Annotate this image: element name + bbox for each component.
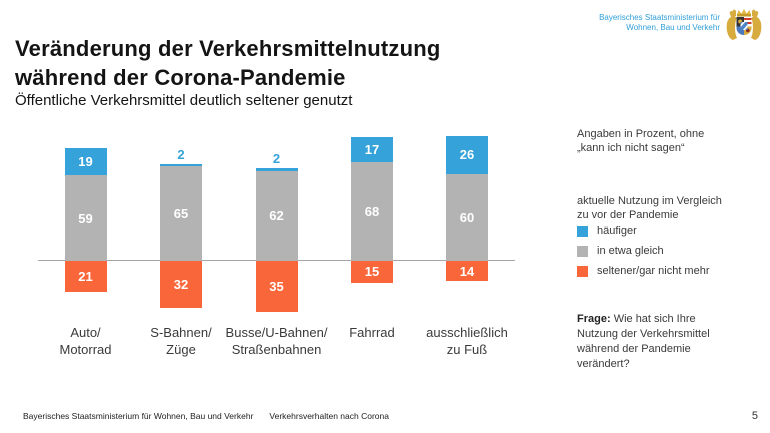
legend-swatch-seltener [577,265,588,277]
bar-segment-gleich: 59 [64,175,107,261]
category-label: S-Bahnen/ Züge [150,325,212,357]
page-title: Veränderung der Verkehrsmittelnutzung wä… [15,36,441,90]
bavaria-coat-of-arms-icon [726,9,762,40]
legend-label: häufiger [597,225,637,237]
page-number: 5 [751,410,758,422]
bar-segment-haufiger: 19 [64,147,107,176]
question-text: Wie hat sich Ihre Nutzung der Verkehrsmi… [577,313,710,370]
legend-row-seltener: seltener/gar nicht mehr [577,261,710,281]
bar-segment-seltener: 15 [351,261,393,283]
page-subtitle: Öffentliche Verkehrsmittel deutlich selt… [15,92,353,109]
footer-ministry: Bayerisches Staatsministerium für Wohnen… [23,411,254,421]
bar-segment-seltener: 32 [160,261,202,308]
legend-title: aktuelle Nutzung im Vergleich zu vor der… [577,195,722,221]
category-label: Fahrrad [349,325,395,340]
bar-segment-gleich: 60 [446,173,488,261]
footer: Bayerisches Staatsministerium für Wohnen… [23,411,405,421]
category-label: Busse/U-Bahnen/ Straßenbahnen [225,325,328,357]
footer-report-title: Verkehrsverhalten nach Corona [269,411,389,421]
bar-segment-haufiger [160,163,202,167]
bar-segment-haufiger: 17 [351,137,393,163]
legend-swatch-haufiger [577,225,588,237]
category-label: ausschließlich zu Fuß [426,325,508,357]
legend-swatch-gleich [577,245,588,257]
legend-label: in etwa gleich [597,245,664,257]
legend-row-haufiger: häufiger [577,221,710,241]
legend-row-gleich: in etwa gleich [577,241,710,261]
bar-segment-gleich: 62 [255,170,298,261]
bar-segment-seltener: 35 [255,261,298,312]
bar-segment-gleich: 65 [160,166,202,261]
bar-segment-haufiger [255,167,298,171]
bar-segment-seltener: 21 [64,261,107,292]
bar-segment-haufiger: 26 [446,135,488,174]
note-percent: Angaben in Prozent, ohne „kann ich nicht… [577,128,705,154]
question-note: Frage: Wie hat sich Ihre Nutzung der Ver… [577,312,719,372]
bar-value-haufiger: 2 [177,146,185,162]
legend: häufiger in etwa gleich seltener/gar nic… [577,221,710,281]
category-label: Auto/ Motorrad [59,325,112,357]
bar-value-haufiger: 2 [272,150,281,166]
question-label: Frage: [577,313,611,325]
bar-segment-gleich: 68 [351,162,393,261]
legend-label: seltener/gar nicht mehr [597,265,710,277]
bar-segment-seltener: 14 [446,261,488,282]
ministry-name: Bayerisches Staatsministerium für Wohnen… [599,13,720,32]
